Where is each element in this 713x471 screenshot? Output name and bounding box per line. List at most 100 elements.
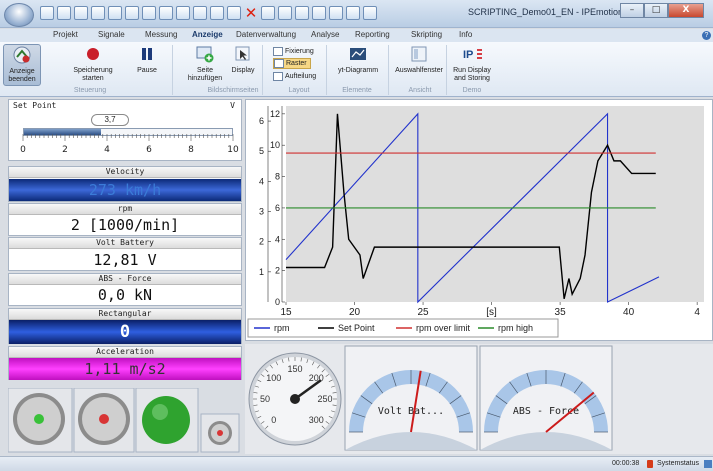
selection-window-button[interactable]: Auswahlfenster: [394, 44, 444, 86]
maximize-button[interactable]: □: [644, 3, 668, 18]
add-page-button[interactable]: Seite hinzufügen: [186, 44, 224, 86]
dial-tick: [254, 385, 259, 388]
yt-chart-panel[interactable]: 15 20 25 [s] 35 40 4 1 2 3 4 5 6 0 2 4 6 8 10 12 rpm Set Poin…: [245, 99, 713, 341]
dial-tick: [265, 369, 269, 373]
velocity-label: Velocity: [9, 167, 241, 178]
help-quick-icon[interactable]: [346, 6, 360, 20]
minimize-button[interactable]: –: [620, 3, 644, 18]
properties-icon[interactable]: [227, 6, 241, 20]
y-right-tick-label: 6: [275, 203, 280, 213]
y-left-tick-label: 1: [259, 267, 264, 277]
redo-icon[interactable]: [295, 6, 309, 20]
dial-tick: [265, 425, 269, 429]
fixation-button[interactable]: Fixierung: [273, 46, 314, 57]
clipboard-icon[interactable]: [210, 6, 224, 20]
tab-datenverwaltung[interactable]: Datenverwaltung: [236, 30, 297, 39]
green-led-icon: [34, 414, 44, 424]
chart-legend: rpm Set Point rpm over limit rpm high: [247, 318, 559, 338]
stop-display-button[interactable]: Anzeige beenden: [3, 44, 41, 86]
group-demo-label: Demo: [462, 87, 482, 94]
dial-tick-label: 200: [309, 373, 324, 383]
selection-window-icon: [409, 44, 429, 64]
copy-icon[interactable]: [159, 6, 173, 20]
group-screen-pages-label: Bildschirmseiten: [207, 87, 259, 94]
slider-tick-label: 8: [188, 145, 194, 155]
delete-all-icon[interactable]: [261, 6, 275, 20]
volt-meter-tick: [351, 412, 366, 418]
bottom-indicators: [7, 387, 242, 454]
analog-gauges-panel: 0 50 100 150 200 250 300 Volt Bat... ABS - Force: [245, 344, 713, 454]
slider-tick-label: 0: [20, 145, 26, 155]
dial-hub: [290, 394, 300, 404]
close-button[interactable]: X: [668, 3, 704, 18]
dial-tick: [317, 364, 320, 369]
help-icon[interactable]: ?: [702, 31, 711, 40]
selection-window-label: Auswahlfenster: [395, 67, 443, 74]
system-status[interactable]: Systemstatus: [657, 460, 700, 467]
tab-signale[interactable]: Signale: [98, 30, 125, 39]
resize-grip-icon[interactable]: [704, 460, 712, 468]
cut-icon[interactable]: [193, 6, 207, 20]
paste-icon[interactable]: [176, 6, 190, 20]
fixation-label: Fixierung: [285, 48, 314, 55]
split-button[interactable]: Aufteilung: [273, 71, 316, 82]
yt-chart-button[interactable]: yt-Diagramm: [335, 44, 381, 86]
tab-analyse[interactable]: Analyse: [311, 30, 340, 39]
legend-item: Set Point: [338, 323, 375, 333]
acceleration-gauge: Acceleration 1,11 m/s2: [8, 346, 242, 380]
dial-tick: [331, 385, 336, 388]
slider-tick-label: 6: [146, 145, 152, 155]
pause-button[interactable]: Pause: [130, 44, 164, 86]
delete-icon[interactable]: ✕: [244, 4, 258, 22]
tab-messung[interactable]: Messung: [145, 30, 178, 39]
add-page-label-1: Seite: [197, 67, 213, 74]
dial-tick: [300, 357, 302, 362]
new-icon[interactable]: [40, 6, 54, 20]
dial-tick-label: 300: [309, 415, 324, 425]
stop-display-label-1: Anzeige: [9, 68, 35, 75]
app-menu-orb[interactable]: [4, 3, 34, 27]
edit-icon[interactable]: [142, 6, 156, 20]
tab-projekt[interactable]: Projekt: [53, 30, 78, 39]
y-left-tick-label: 6: [259, 116, 264, 126]
refresh-icon[interactable]: [312, 6, 326, 20]
abs-meter: ABS - Force: [479, 345, 613, 451]
abs-force-value: 0,0 kN: [97, 286, 153, 304]
dial-tick: [311, 361, 315, 366]
tab-anzeige[interactable]: Anzeige: [192, 30, 223, 39]
run-display-button[interactable]: IP Run Display and Storing: [450, 44, 494, 86]
cursor-icon: [233, 44, 253, 64]
group-elements-label: Elemente: [342, 87, 372, 94]
run-display-label-2: and Storing: [454, 75, 490, 82]
table-icon[interactable]: [108, 6, 122, 20]
grid-button[interactable]: Raster: [273, 58, 311, 69]
display-button[interactable]: Display: [229, 44, 257, 86]
tab-reporting[interactable]: Reporting: [355, 30, 390, 39]
undo-icon[interactable]: [278, 6, 292, 20]
start-recording-button[interactable]: Speicherung starten: [70, 44, 116, 86]
dial-tick: [321, 369, 325, 373]
settings-icon[interactable]: [329, 6, 343, 20]
dial-tick: [254, 410, 259, 413]
add-page-icon: [195, 44, 215, 64]
save-icon[interactable]: [74, 6, 88, 20]
group-layout-label: Layout: [288, 87, 310, 94]
dial-tick: [288, 357, 290, 362]
record-icon: [83, 44, 103, 64]
dial-tick-label: 100: [266, 373, 281, 383]
tab-info[interactable]: Info: [459, 30, 473, 39]
abs-meter-tick: [573, 381, 583, 394]
export-icon[interactable]: [91, 6, 105, 20]
group-separator: [262, 45, 263, 95]
open-icon[interactable]: [57, 6, 71, 20]
tab-skripting[interactable]: Skripting: [411, 30, 443, 39]
y-left-tick-label: 2: [259, 237, 264, 247]
y-right-tick-label: 10: [270, 140, 280, 150]
abs-force-gauge: ABS - Force 0,0 kN: [8, 273, 242, 306]
display-stop-icon: [12, 45, 32, 65]
print-icon[interactable]: [125, 6, 139, 20]
group-view-label: Ansicht: [408, 87, 432, 94]
abs-meter-tick: [486, 412, 501, 418]
customize-icon[interactable]: [363, 6, 377, 20]
